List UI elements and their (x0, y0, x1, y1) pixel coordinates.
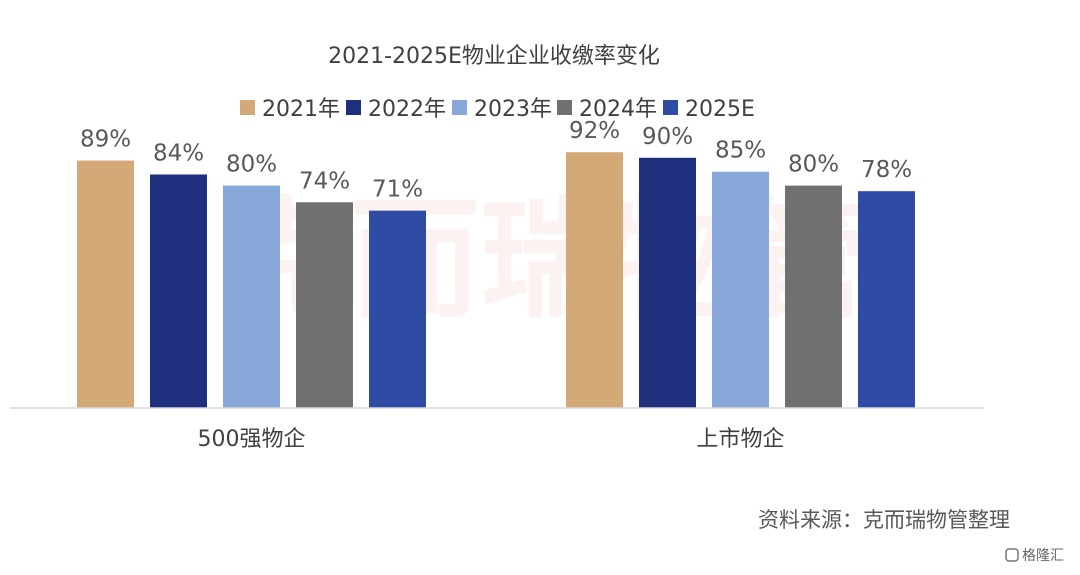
data-label-1-3: 80% (226, 152, 277, 178)
data-label-1-2: 84% (153, 140, 204, 166)
bar-1-4 (296, 202, 353, 408)
badge-logo-icon (1005, 548, 1019, 562)
source-note: 资料来源：克而瑞物管整理 (758, 508, 1010, 532)
bar-2-5 (858, 191, 915, 408)
legend-swatch-3 (452, 100, 467, 115)
bar-1-1 (77, 160, 134, 408)
data-label-2-2: 90% (642, 124, 693, 150)
legend-label-4: 2024年 (579, 97, 657, 122)
data-label-2-5: 78% (861, 157, 912, 183)
bar-1-2 (150, 174, 207, 408)
data-label-1-1: 89% (80, 127, 131, 153)
legend-label-5: 2025E (685, 97, 755, 122)
legend-label-1: 2021年 (262, 97, 340, 122)
data-label-1-4: 74% (299, 168, 350, 194)
data-label-2-4: 80% (788, 152, 839, 178)
legend-label-2: 2022年 (368, 97, 446, 122)
bar-2-1 (566, 152, 623, 408)
data-labels-group: 89% 84% 80% 74% 71% 92% 90% 85% 80% 78% (80, 118, 912, 202)
bar-1-5 (369, 210, 426, 408)
bar-1-3 (223, 185, 280, 408)
data-label-2-1: 92% (569, 118, 620, 144)
legend: 2021年 2022年 2023年 2024年 2025E (240, 97, 755, 122)
legend-label-3: 2023年 (474, 97, 552, 122)
category-label-2: 上市物企 (696, 427, 784, 452)
chart-title: 2021-2025E物业企业收缴率变化 (328, 44, 660, 69)
category-labels: 500强物企 上市物企 (198, 427, 785, 452)
legend-swatch-1 (240, 100, 255, 115)
bar-2-2 (639, 157, 696, 408)
badge-text: 格隆汇 (1022, 548, 1064, 564)
bar-2-3 (712, 171, 769, 408)
data-label-1-5: 71% (372, 177, 423, 203)
category-label-1: 500强物企 (198, 427, 306, 452)
badge: 格隆汇 (1005, 548, 1064, 564)
bar-2-4 (785, 185, 842, 408)
legend-swatch-5 (663, 100, 678, 115)
bars-group (77, 152, 915, 408)
legend-swatch-2 (346, 100, 361, 115)
data-label-2-3: 85% (715, 138, 766, 164)
legend-swatch-4 (557, 100, 572, 115)
